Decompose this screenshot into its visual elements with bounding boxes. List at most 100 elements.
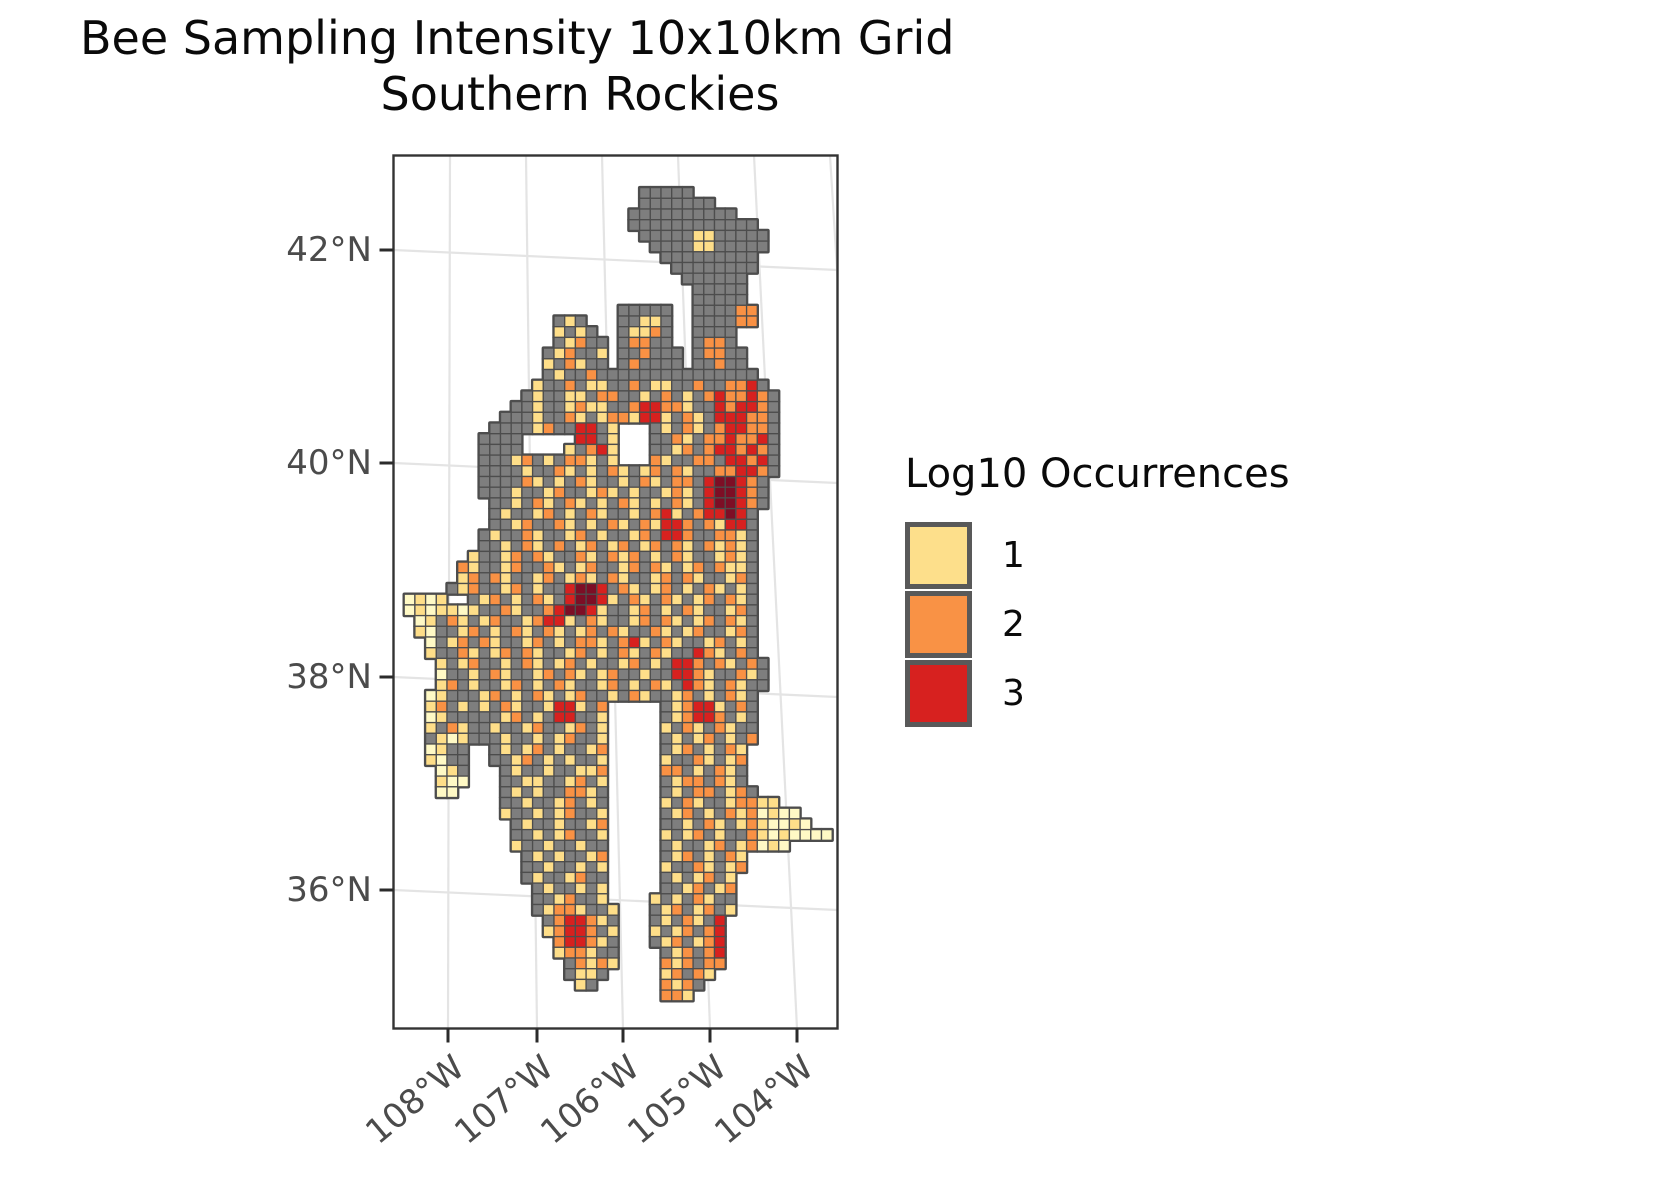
grid-cell (703, 443, 716, 456)
grid-cell (724, 861, 737, 874)
grid-cell (457, 775, 470, 788)
grid-cell (531, 807, 544, 820)
grid-cell (703, 582, 716, 595)
grid-cell (638, 679, 651, 692)
grid-cell (649, 197, 662, 210)
grid-cell (649, 540, 662, 553)
grid-cell (756, 657, 769, 670)
grid-cell (692, 700, 705, 713)
grid-cell (628, 561, 641, 574)
grid-cell (606, 518, 619, 531)
legend-item: 1 (905, 522, 1290, 589)
grid-cell (531, 764, 544, 777)
grid-cell (638, 400, 651, 413)
grid-cell (585, 796, 598, 809)
grid-cell (660, 711, 673, 724)
grid-cell (638, 368, 651, 381)
grid-cell (660, 326, 673, 339)
grid-cell (703, 561, 716, 574)
grid-cell (735, 775, 748, 788)
grid-cell (735, 743, 748, 756)
grid-cell (713, 861, 726, 874)
grid-cell (564, 368, 577, 381)
grid-cell (660, 572, 673, 585)
grid-cell (724, 850, 737, 863)
grid-cell (574, 475, 587, 488)
grid-cell (671, 572, 684, 585)
grid-cell (628, 657, 641, 670)
grid-cell (531, 796, 544, 809)
grid-cell (745, 550, 758, 563)
grid-cell (681, 529, 694, 542)
grid-cell (457, 572, 470, 585)
grid-cell (531, 754, 544, 767)
grid-cell (745, 839, 758, 852)
grid-cell (703, 925, 716, 938)
grid-cell (585, 679, 598, 692)
grid-cell (649, 561, 662, 574)
grid-cell (606, 422, 619, 435)
grid-cell (510, 775, 523, 788)
grid-cell (596, 764, 609, 777)
grid-cell (596, 796, 609, 809)
grid-cell (574, 700, 587, 713)
grid-cell (521, 700, 534, 713)
grid-cell (745, 689, 758, 702)
grid-cell (606, 540, 619, 553)
grid-cell (649, 315, 662, 328)
grid-cell (446, 604, 459, 617)
grid-cell (703, 946, 716, 959)
grid-cell (724, 433, 737, 446)
grid-cell (660, 647, 673, 660)
grid-cell (478, 657, 491, 670)
grid-cell (724, 422, 737, 435)
grid-cell (756, 807, 769, 820)
grid-cell (521, 839, 534, 852)
grid-cell (713, 497, 726, 510)
grid-cell (756, 422, 769, 435)
grid-cell (660, 925, 673, 938)
grid-cell (735, 283, 748, 296)
grid-cell (510, 422, 523, 435)
grid-cell (553, 893, 566, 906)
grid-cell (510, 754, 523, 767)
grid-cell (660, 465, 673, 478)
grid-cell (735, 614, 748, 627)
grid-cell (564, 861, 577, 874)
grid-cell (499, 721, 512, 734)
grid-cell (703, 272, 716, 285)
grid-cell (617, 582, 630, 595)
grid-cell (553, 914, 566, 927)
grid-cell (745, 251, 758, 264)
grid-cell (553, 786, 566, 799)
grid-cell (703, 283, 716, 296)
grid-cell (713, 507, 726, 520)
grid-cell (564, 465, 577, 478)
grid-cell (467, 604, 480, 617)
grid-cell (692, 208, 705, 221)
grid-cell (510, 497, 523, 510)
grid-cell (553, 679, 566, 692)
grid-cell (735, 668, 748, 681)
grid-cell (692, 871, 705, 884)
grid-cell (713, 828, 726, 841)
grid-cell (489, 732, 502, 745)
grid-cell (574, 978, 587, 991)
grid-cell (521, 572, 534, 585)
grid-cell (564, 390, 577, 403)
grid-cell (446, 636, 459, 649)
grid-cell (564, 347, 577, 360)
grid-cell (510, 411, 523, 424)
grid-cell (617, 497, 630, 510)
grid-cell (756, 240, 769, 253)
grid-cell (531, 550, 544, 563)
grid-cell (745, 636, 758, 649)
grid-cell (564, 711, 577, 724)
grid-cell (756, 668, 769, 681)
grid-cell (457, 754, 470, 767)
grid-cell (446, 679, 459, 692)
grid-cell (499, 604, 512, 617)
grid-cell (649, 679, 662, 692)
grid-cell (671, 400, 684, 413)
